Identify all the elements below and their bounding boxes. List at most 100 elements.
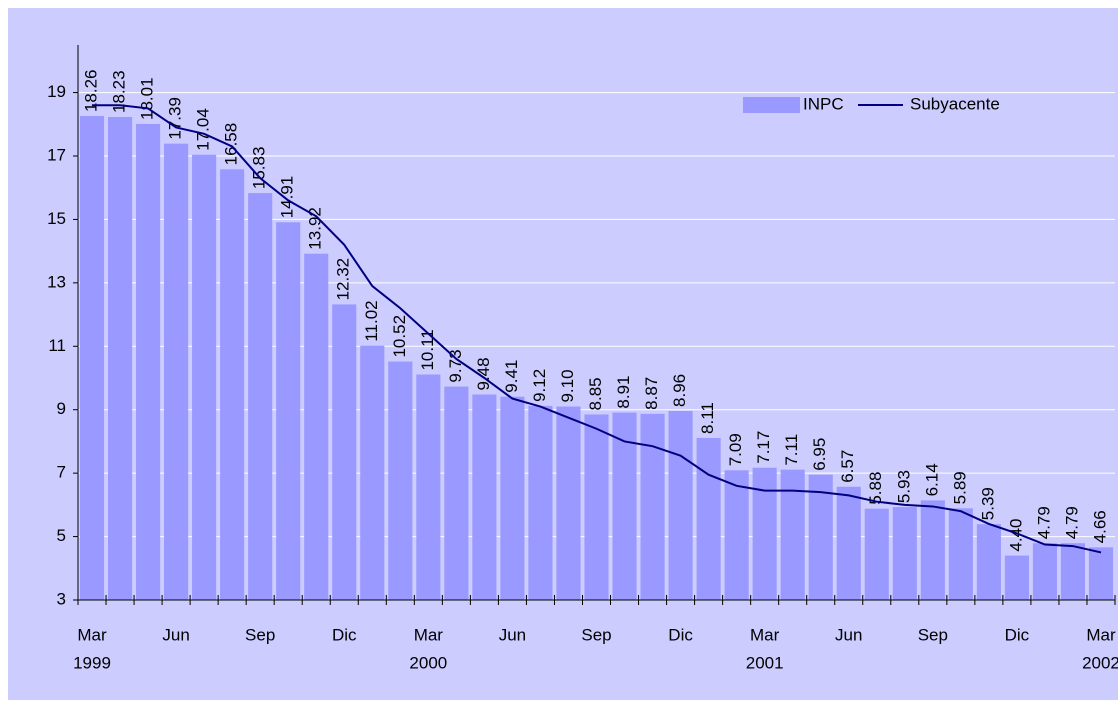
bar: [332, 304, 357, 600]
data-label: 8.87: [642, 377, 661, 410]
data-label: 8.85: [586, 377, 605, 410]
bar: [724, 470, 749, 600]
data-label: 12.32: [334, 258, 353, 301]
data-label: 9.10: [558, 369, 577, 402]
x-tick-label: Mar: [750, 625, 780, 644]
data-label: 8.96: [670, 374, 689, 407]
bar: [1032, 543, 1057, 600]
x-tick-label: Sep: [245, 625, 275, 644]
x-tick-label: Dic: [332, 625, 357, 644]
bar: [136, 123, 161, 601]
bar: [164, 143, 189, 601]
bar: [948, 508, 973, 600]
bar: [612, 412, 637, 600]
bar: [472, 394, 497, 600]
bar: [780, 469, 805, 600]
data-label: 4.40: [1006, 519, 1025, 552]
bar: [584, 414, 609, 600]
bar: [668, 410, 693, 600]
bar: [500, 396, 525, 600]
data-label: 5.39: [978, 487, 997, 520]
bar: [640, 413, 665, 600]
bar: [1088, 547, 1114, 600]
bar: [276, 222, 301, 601]
bar: [920, 500, 945, 600]
data-label: 16.58: [222, 123, 241, 166]
bar: [528, 405, 553, 600]
bar: [976, 524, 1001, 600]
bar: [416, 374, 441, 600]
bar: [808, 474, 833, 600]
x-tick-label: Jun: [835, 625, 862, 644]
bar: [444, 386, 469, 600]
data-label: 5.93: [894, 470, 913, 503]
data-label: 18.23: [110, 70, 129, 113]
data-label: 14.91: [278, 176, 297, 219]
data-label: 9.41: [502, 360, 521, 393]
bar: [248, 193, 273, 600]
bar: [864, 508, 889, 600]
x-tick-label: Mar: [77, 625, 107, 644]
data-label: 10.52: [390, 315, 409, 358]
y-tick-label: 5: [57, 526, 66, 545]
data-label: 7.17: [754, 431, 773, 464]
x-tick-label: Sep: [918, 625, 948, 644]
data-label: 4.79: [1034, 506, 1053, 539]
data-label: 7.11: [782, 434, 801, 466]
bar: [1060, 543, 1086, 600]
data-label: 7.09: [726, 433, 745, 466]
data-label: 9.48: [474, 357, 493, 390]
x-tick-label: Sep: [581, 625, 611, 644]
bar: [192, 154, 217, 600]
legend-label: Subyacente: [910, 94, 1000, 113]
bar: [696, 437, 721, 600]
x-group-label: 2001: [746, 653, 784, 672]
data-label: 4.66: [1090, 510, 1109, 543]
x-tick-label: Dic: [1005, 625, 1030, 644]
data-label: 5.89: [950, 471, 969, 504]
y-tick-label: 15: [47, 209, 66, 228]
bar: [752, 467, 777, 600]
bar: [220, 169, 245, 600]
x-tick-label: Dic: [668, 625, 693, 644]
bar: [836, 486, 861, 600]
data-label: 18.26: [81, 69, 100, 112]
legend-swatch: [743, 97, 800, 113]
bar: [107, 116, 133, 601]
data-label: 8.11: [698, 402, 717, 434]
bar: [360, 345, 385, 600]
y-tick-label: 17: [47, 145, 66, 164]
data-label: 11.02: [362, 300, 381, 341]
data-label: 6.57: [838, 450, 857, 483]
data-label: 9.12: [530, 369, 549, 402]
y-tick-label: 9: [57, 399, 66, 418]
x-group-label: 1999: [73, 653, 111, 672]
bar: [304, 253, 329, 600]
data-label: 8.91: [614, 375, 633, 408]
bar: [1004, 555, 1029, 600]
y-tick-label: 3: [57, 589, 66, 608]
data-label: 15.83: [250, 147, 269, 190]
y-tick-label: 7: [57, 463, 66, 482]
y-tick-label: 19: [47, 82, 66, 101]
line: [92, 104, 1102, 554]
x-tick-label: Mar: [414, 625, 444, 644]
x-tick-label: Jun: [499, 625, 526, 644]
x-tick-label: Jun: [162, 625, 189, 644]
bar: [388, 361, 413, 600]
data-label: 18.01: [138, 77, 157, 120]
x-group-label: 2002: [1082, 653, 1118, 672]
bar: [892, 507, 917, 600]
bar: [556, 406, 581, 600]
x-group-label: 2000: [409, 653, 447, 672]
bar: [79, 116, 105, 600]
data-label: 6.14: [922, 463, 941, 496]
y-tick-label: 11: [48, 336, 66, 355]
data-label: 13.92: [306, 207, 325, 250]
legend-label: INPC: [803, 94, 844, 113]
x-tick-label: Mar: [1086, 625, 1116, 644]
data-label: 10.11: [418, 329, 437, 370]
data-label: 4.79: [1062, 506, 1081, 539]
